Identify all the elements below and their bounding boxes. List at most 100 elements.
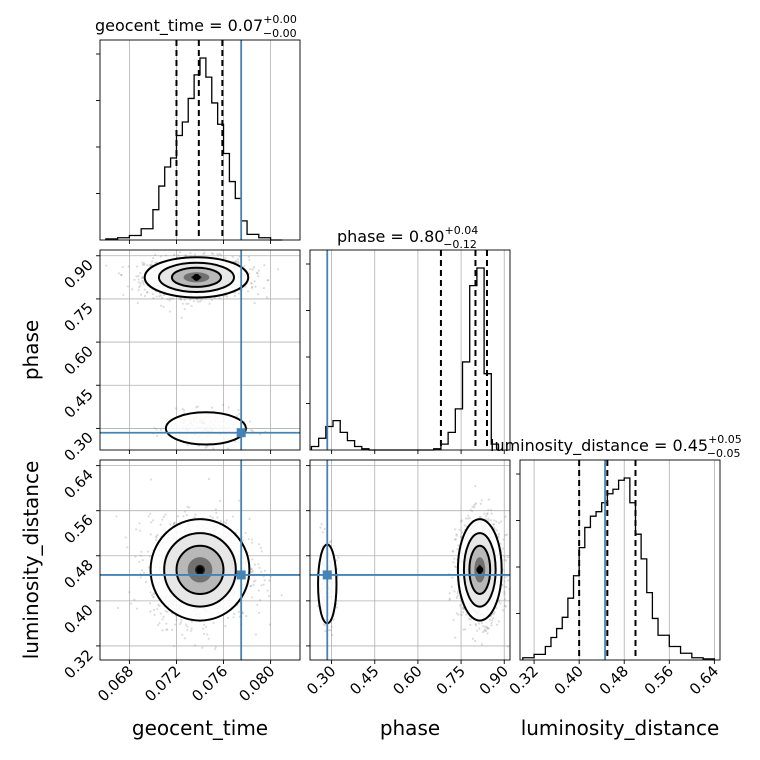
sample-point — [188, 506, 191, 509]
density-layer — [100, 251, 280, 450]
sample-point — [159, 294, 163, 297]
sample-point — [196, 298, 199, 301]
sample-point — [487, 627, 490, 630]
sample-point — [484, 626, 487, 629]
luminosity-distance-histogram-panel: 0.32 0.40 0.48 0.56 0.64 — [506, 459, 722, 698]
sample-point — [329, 629, 332, 632]
sample-point — [105, 264, 108, 267]
sample-point — [267, 279, 270, 282]
sample-point — [115, 515, 118, 518]
sample-point — [157, 603, 160, 606]
sample-point — [231, 255, 234, 259]
sample-point — [168, 297, 172, 300]
sample-point — [456, 547, 459, 551]
sample-point — [456, 590, 460, 593]
geocent-time-vs-phase-panel: 0.30 0.45 0.60 0.75 0.90 — [60, 249, 301, 465]
sample-point — [137, 281, 140, 284]
sample-point — [500, 520, 503, 523]
sample-point — [335, 559, 338, 562]
sample-point — [124, 536, 127, 539]
sample-point — [233, 291, 236, 294]
sample-point — [487, 508, 490, 512]
sample-point — [462, 628, 465, 631]
sample-point — [218, 297, 221, 300]
contour-line — [164, 411, 247, 446]
sample-point — [185, 302, 188, 305]
sample-point — [186, 505, 189, 509]
sample-point — [503, 585, 506, 588]
sample-point — [162, 615, 165, 618]
sample-point — [193, 253, 197, 256]
sample-point — [490, 512, 493, 515]
sample-point — [491, 617, 495, 620]
sample-point — [252, 583, 255, 586]
sample-point — [150, 263, 153, 266]
sample-point — [251, 430, 254, 433]
sample-point — [456, 594, 459, 597]
sample-point — [127, 265, 130, 268]
sample-point — [505, 586, 508, 589]
sample-point — [235, 414, 239, 417]
sample-point — [486, 512, 489, 515]
sample-point — [194, 513, 197, 516]
sample-point — [149, 555, 152, 558]
title-geocent-time-minus: −0.00 — [263, 27, 297, 40]
sample-point — [215, 511, 218, 515]
histogram-step — [522, 477, 716, 660]
sample-point — [488, 618, 492, 621]
sample-point — [469, 618, 472, 621]
sample-point — [250, 585, 253, 588]
sample-point — [474, 503, 477, 506]
panel-frame — [99, 459, 301, 661]
sample-point — [254, 579, 257, 582]
x-axis-label-luminosity-distance: luminosity_distance — [521, 716, 720, 740]
sample-point — [211, 298, 214, 301]
sample-point — [142, 571, 146, 574]
sample-point — [263, 579, 266, 582]
sample-point — [165, 628, 168, 631]
panel-frame — [99, 249, 301, 451]
sample-point — [222, 403, 225, 407]
sample-point — [179, 251, 182, 254]
sample-point — [141, 559, 144, 562]
sample-point — [143, 263, 146, 266]
sample-point — [456, 592, 459, 595]
sample-point — [324, 624, 327, 627]
sample-point — [455, 596, 458, 599]
sample-point — [485, 514, 488, 518]
sample-point — [184, 254, 188, 257]
sample-point — [138, 560, 141, 563]
density-layer — [316, 485, 510, 648]
sample-point — [464, 517, 468, 520]
sample-point — [192, 300, 196, 303]
sample-point — [232, 616, 235, 619]
sample-point — [166, 298, 169, 301]
sample-point — [177, 254, 180, 257]
sample-point — [466, 517, 470, 520]
sample-point — [211, 252, 215, 255]
sample-point — [214, 647, 217, 651]
sample-point — [146, 264, 149, 267]
sample-point — [250, 428, 253, 432]
truth-marker — [322, 570, 332, 580]
sample-point — [328, 629, 331, 632]
sample-point — [499, 602, 502, 605]
sample-point — [178, 622, 182, 626]
sample-point — [155, 535, 158, 538]
sample-point — [225, 295, 228, 298]
sample-point — [507, 579, 510, 582]
sample-point — [142, 283, 145, 286]
sample-point — [183, 298, 186, 301]
sample-point — [172, 645, 176, 648]
sample-point — [141, 261, 144, 264]
sample-point — [165, 622, 168, 625]
x-axis-label-phase: phase — [380, 716, 440, 740]
sample-point — [204, 625, 208, 628]
sample-point — [204, 446, 207, 449]
sample-point — [320, 523, 323, 526]
sample-point — [256, 603, 259, 606]
x-tick-label: 0.45 — [346, 662, 382, 698]
x-tick-label: 0.076 — [188, 662, 231, 705]
sample-point — [200, 298, 203, 301]
